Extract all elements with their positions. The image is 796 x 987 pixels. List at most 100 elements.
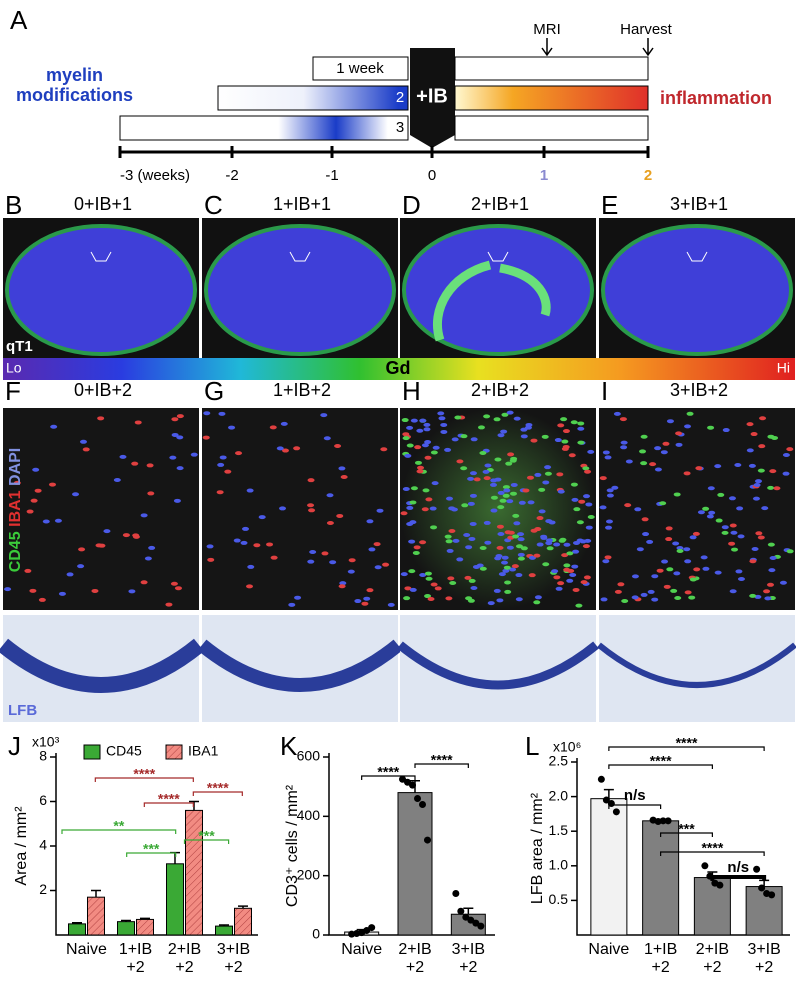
significance-bracket xyxy=(183,839,230,844)
scale-low: Lo xyxy=(6,360,22,376)
panel-letter: B xyxy=(5,190,22,220)
cell xyxy=(767,485,775,490)
cell xyxy=(536,542,544,547)
cell xyxy=(728,496,736,501)
cell xyxy=(773,486,781,491)
cell xyxy=(553,575,561,580)
cell xyxy=(561,553,569,558)
cell xyxy=(490,482,498,487)
cell xyxy=(676,545,684,550)
cell xyxy=(599,476,607,481)
cell xyxy=(511,564,519,569)
cell xyxy=(449,581,457,586)
cell xyxy=(722,428,730,433)
cell xyxy=(423,427,431,432)
bar xyxy=(87,896,105,936)
timeline-axis xyxy=(118,146,650,158)
x-tick-label: 2+IB +2 xyxy=(167,941,202,976)
cell xyxy=(717,492,725,497)
cell xyxy=(363,596,371,601)
cell xyxy=(26,509,34,514)
cell xyxy=(424,571,432,576)
cell xyxy=(171,432,179,437)
cell xyxy=(721,525,729,530)
cell xyxy=(422,488,430,493)
cell xyxy=(494,457,502,462)
cell xyxy=(660,450,668,455)
cell xyxy=(748,463,756,468)
data-point xyxy=(758,884,766,892)
panel-title: 2+IB+2 xyxy=(471,380,529,400)
significance-bracket xyxy=(192,791,243,796)
cell xyxy=(233,538,241,543)
cell xyxy=(750,432,758,437)
cell xyxy=(134,420,142,425)
cell xyxy=(440,429,448,434)
cell xyxy=(512,534,520,539)
myelin-tract xyxy=(197,639,403,692)
x-tick-label: 3+IB +2 xyxy=(451,941,485,976)
cell xyxy=(640,461,648,466)
cell xyxy=(522,488,530,493)
cell xyxy=(483,414,491,419)
cell xyxy=(619,417,627,422)
cell xyxy=(715,518,723,523)
cell xyxy=(281,448,289,453)
duration-label: 3 xyxy=(396,119,404,136)
error-bar xyxy=(463,907,474,915)
cell xyxy=(321,551,329,556)
significance-label: **** xyxy=(431,752,453,768)
cell xyxy=(606,488,614,493)
cell xyxy=(599,505,607,510)
cell xyxy=(513,416,521,421)
cell xyxy=(169,455,177,460)
cell xyxy=(578,499,586,504)
myelin-tract xyxy=(397,641,599,690)
cell xyxy=(566,551,574,556)
bar xyxy=(68,923,86,936)
data-point xyxy=(753,865,761,873)
cell xyxy=(689,577,697,582)
data-point xyxy=(612,808,620,816)
cell xyxy=(584,538,592,543)
cell xyxy=(482,469,490,474)
cell xyxy=(445,539,453,544)
stain-label: IBA1 xyxy=(7,490,24,527)
cell xyxy=(502,485,510,490)
cell xyxy=(506,410,514,415)
cell xyxy=(468,578,476,583)
cell xyxy=(563,563,571,568)
cell xyxy=(448,506,456,511)
cell xyxy=(387,602,395,607)
cell xyxy=(54,518,62,523)
post-box xyxy=(454,115,649,141)
bar xyxy=(693,877,731,936)
cell xyxy=(496,524,504,529)
x-tick-label: Naive xyxy=(66,941,107,958)
cell xyxy=(326,493,334,498)
cell xyxy=(707,425,715,430)
cell xyxy=(469,493,477,498)
cell xyxy=(469,471,477,476)
error-bar xyxy=(238,905,248,909)
cell xyxy=(235,451,243,456)
timeline-tick: 0 xyxy=(428,167,436,184)
cell xyxy=(48,482,56,487)
cell xyxy=(587,515,595,520)
cell xyxy=(735,569,743,574)
cell xyxy=(4,587,12,592)
roi xyxy=(90,251,112,262)
significance-label: n/s xyxy=(727,859,749,876)
cell xyxy=(540,534,548,539)
cell xyxy=(429,506,437,511)
event-label: MRI xyxy=(533,21,561,38)
panel-title: 3+IB+1 xyxy=(670,194,728,214)
cell xyxy=(425,497,433,502)
cell xyxy=(577,440,585,445)
cell xyxy=(430,525,438,530)
cell xyxy=(585,525,593,530)
data-point xyxy=(414,795,421,803)
data-point xyxy=(477,922,485,930)
cell xyxy=(461,503,469,508)
legend-swatch xyxy=(83,744,101,760)
